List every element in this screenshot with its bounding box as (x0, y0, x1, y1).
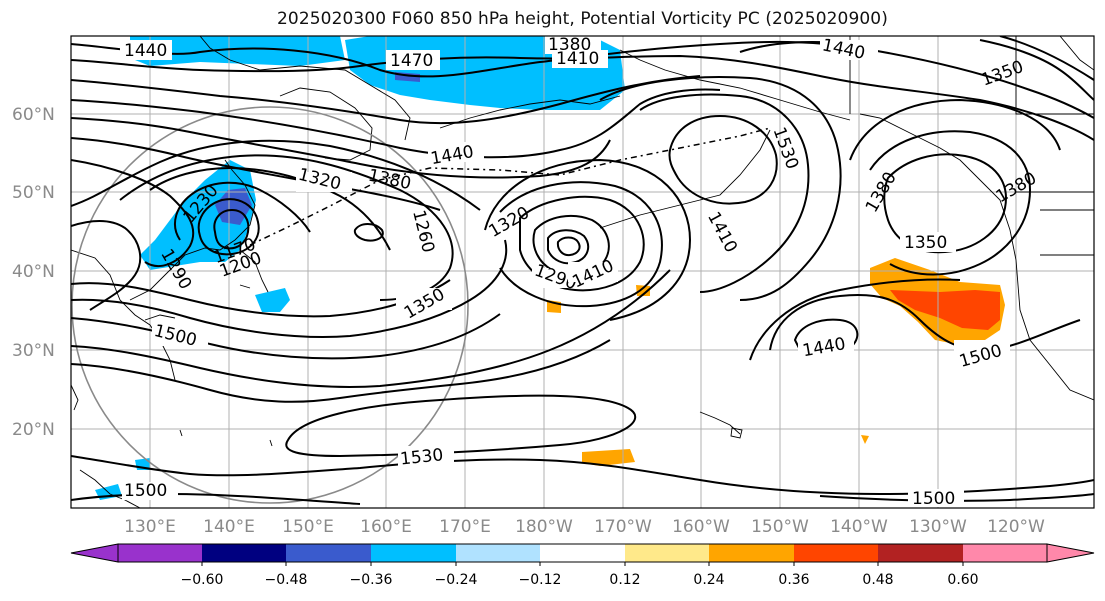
latitude-labels: 60°N 50°N 40°N 30°N 20°N (12, 105, 55, 440)
lon-label: 160°W (672, 517, 730, 537)
trough-line (249, 127, 771, 246)
colorbar-tick-label: 0.12 (609, 572, 640, 588)
longitude-labels: 130°E 140°E 150°E 160°E 170°E 180°W 170°… (124, 517, 1045, 537)
map-title: 2025020300 F060 850 hPa height, Potentia… (277, 9, 888, 29)
lat-label: 30°N (12, 341, 55, 361)
lon-label: 130°E (124, 517, 176, 537)
lon-label: 180°W (515, 517, 573, 537)
lat-label: 40°N (12, 262, 55, 282)
lon-label: 140°E (203, 517, 255, 537)
contour-label: 1350 (904, 233, 947, 253)
colorbar-extend-max (1046, 543, 1095, 563)
lon-label: 150°W (751, 517, 809, 537)
colorbar-tick-label: −0.36 (350, 572, 393, 588)
lat-label: 20°N (12, 420, 55, 440)
colorbar: −0.60 −0.48 −0.36 −0.24 −0.12 0.12 0.24 … (70, 543, 1095, 588)
lon-label: 150°E (282, 517, 334, 537)
colorbar-tick-label: 0.24 (693, 572, 724, 588)
map-frame (70, 35, 1095, 509)
colorbar-tick-label: 0.60 (947, 572, 978, 588)
contour-label: 1500 (124, 481, 167, 501)
range-circle (71, 106, 469, 504)
height-contours (71, 36, 1094, 505)
colorbar-tick-label: −0.48 (265, 572, 308, 588)
lon-label: 140°W (830, 517, 888, 537)
colorbar-extend-min (70, 543, 119, 563)
colorbar-tick-label: −0.12 (519, 572, 562, 588)
colorbar-tick-label: 0.48 (862, 572, 893, 588)
lon-label: 130°W (909, 517, 967, 537)
lon-label: 170°E (439, 517, 491, 537)
lon-label: 170°W (594, 517, 652, 537)
lon-label: 160°E (360, 517, 412, 537)
contour-label: 1440 (124, 41, 167, 61)
colorbar-tick-label: −0.24 (435, 572, 478, 588)
colorbar-tick-label: −0.60 (181, 572, 224, 588)
lat-label: 50°N (12, 183, 55, 203)
lon-label: 120°W (987, 517, 1045, 537)
contour-label: 1530 (399, 445, 444, 469)
lat-label: 60°N (12, 105, 55, 125)
colorbar-tick-label: 0.36 (778, 572, 809, 588)
contour-label: 1500 (912, 489, 955, 509)
contour-label: 1470 (390, 51, 433, 71)
contour-label-group: 1440 1470 1380 1410 1440 1350 1380 1440 … (120, 36, 1040, 509)
coastlines (71, 36, 1094, 508)
contour-label: 1410 (556, 49, 599, 69)
